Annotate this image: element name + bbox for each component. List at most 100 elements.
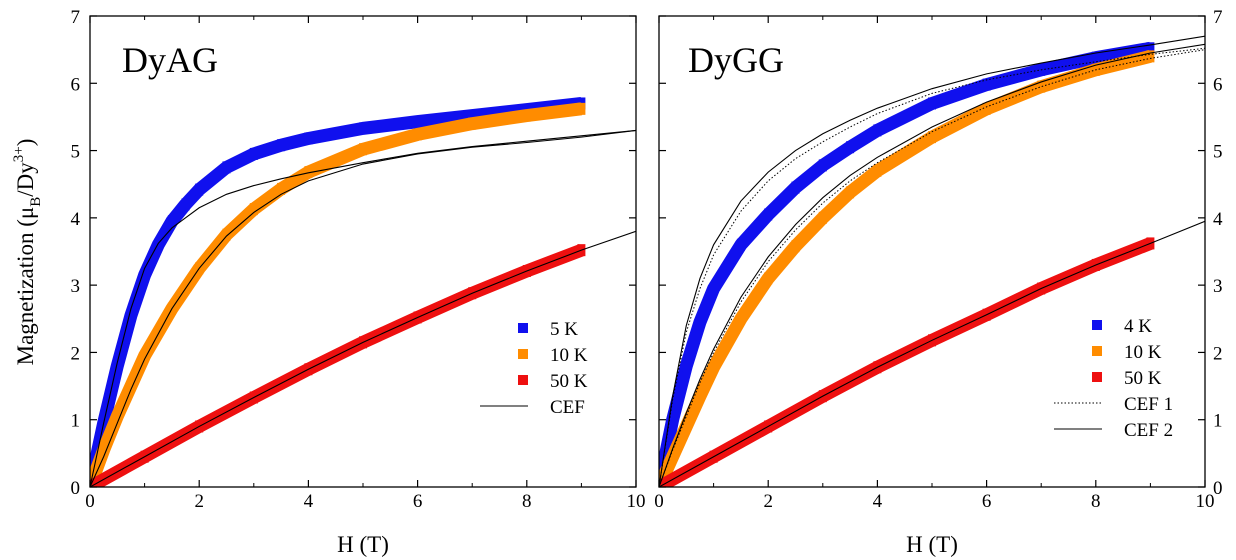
data-point	[982, 78, 991, 91]
data-point	[167, 215, 176, 228]
data-point	[1091, 51, 1100, 64]
data-point	[1146, 50, 1155, 63]
data-point	[659, 481, 663, 487]
y-tick-label: 6	[71, 74, 81, 95]
legend-marker	[518, 349, 528, 359]
data-point	[764, 272, 773, 285]
cef-curve	[659, 49, 1205, 487]
legend-marker	[518, 323, 528, 333]
y-tick-label: 2	[71, 343, 81, 364]
data-point	[982, 102, 991, 115]
y-axis-title-sub: B	[28, 197, 44, 207]
cef-curve	[659, 43, 1205, 487]
data-point	[736, 312, 745, 325]
data-point	[818, 211, 827, 224]
y-tick-label-right: 2	[1213, 343, 1223, 364]
data-point	[846, 186, 855, 199]
panel-dyag: 0 2 4 6 8 10 0 1 2 3 4 5 6 7 H (T) DyAG 5 K 10 K 50 K CEF	[71, 7, 646, 557]
legend: 4 K 10 K 50 K CEF 1 CEF 2	[1054, 316, 1173, 441]
y-tick-label: 0	[71, 478, 81, 499]
data-point	[928, 131, 936, 144]
data-point	[709, 361, 718, 374]
y-tick-label-right: 3	[1213, 276, 1223, 297]
data-point	[140, 349, 149, 362]
cef-curve	[659, 47, 1205, 487]
y-tick-label: 4	[71, 209, 81, 230]
legend-label: 10 K	[550, 345, 588, 366]
data-point	[873, 124, 882, 137]
y-axis-title: Magnetization (μB/Dy3+)	[11, 139, 44, 366]
legend-label: 50 K	[1124, 368, 1162, 389]
y-tick-label: 3	[71, 276, 81, 297]
plot-area	[90, 97, 636, 487]
data-point	[413, 115, 422, 128]
legend: 5 K 10 K 50 K CEF	[480, 319, 588, 418]
panel-title: DyAG	[122, 40, 218, 80]
x-tick-label: 2	[763, 491, 773, 512]
x-tick-label: 0	[85, 491, 95, 512]
y-axis-title-mid: /Dy	[13, 162, 38, 197]
series-band-50k	[659, 237, 1153, 487]
data-point	[195, 183, 204, 196]
series-band-5k	[90, 97, 583, 487]
data-point	[140, 269, 149, 282]
data-point	[222, 228, 231, 241]
x-tick-label: 4	[304, 491, 314, 512]
data-point	[695, 316, 704, 329]
data-point	[668, 450, 677, 463]
y-tick-label-right: 7	[1213, 7, 1223, 28]
legend-label: CEF	[550, 397, 585, 418]
x-tick-label: 0	[654, 491, 664, 512]
x-axis-title: H (T)	[906, 532, 958, 557]
series-band-10k	[659, 50, 1152, 487]
data-point	[709, 282, 718, 295]
y-tick-label-right: 6	[1213, 74, 1223, 95]
y-axis-title-sup: 3+	[11, 146, 27, 162]
data-point	[304, 166, 313, 179]
cef-curve	[659, 35, 1205, 487]
legend-marker	[1092, 320, 1102, 330]
legend-marker	[1092, 346, 1102, 356]
y-axis-title-end: )	[13, 139, 38, 147]
data-point	[413, 128, 422, 141]
data-point	[99, 443, 108, 456]
y-tick-label-right: 4	[1213, 209, 1223, 230]
data-point	[577, 102, 586, 115]
plot-area	[659, 35, 1205, 487]
data-point	[277, 182, 286, 195]
y-axis-title-main: Magnetization (μ	[13, 207, 38, 366]
data-point	[90, 481, 94, 487]
data-point	[1146, 42, 1155, 55]
x-tick-label: 6	[413, 491, 423, 512]
data-point	[522, 109, 531, 122]
cef-curve	[90, 129, 636, 487]
legend-label: 5 K	[550, 319, 578, 340]
data-point	[277, 139, 286, 152]
panel-title: DyGG	[688, 40, 784, 80]
x-tick-label: 2	[194, 491, 204, 512]
series-band-50k	[90, 244, 584, 487]
data-point	[181, 198, 190, 211]
legend-label: 50 K	[550, 371, 588, 392]
data-point	[668, 413, 677, 426]
data-point	[304, 132, 313, 145]
legend-label: CEF 2	[1124, 420, 1173, 441]
data-point	[113, 359, 122, 372]
series-band-10k	[90, 102, 583, 487]
y-tick-label: 5	[71, 142, 81, 163]
x-axis-title: H (T)	[337, 532, 389, 557]
x-tick-label: 8	[1091, 491, 1101, 512]
data-point	[736, 238, 745, 251]
data-point	[873, 164, 882, 177]
legend-label: 4 K	[1124, 316, 1152, 337]
legend-label: CEF 1	[1124, 394, 1173, 415]
data-point	[154, 238, 163, 251]
x-tick-label: 10	[1196, 491, 1215, 512]
data-point	[249, 203, 258, 216]
data-point	[249, 147, 258, 160]
data-point	[764, 208, 773, 221]
data-point	[791, 240, 800, 253]
legend-label: 10 K	[1124, 342, 1162, 363]
